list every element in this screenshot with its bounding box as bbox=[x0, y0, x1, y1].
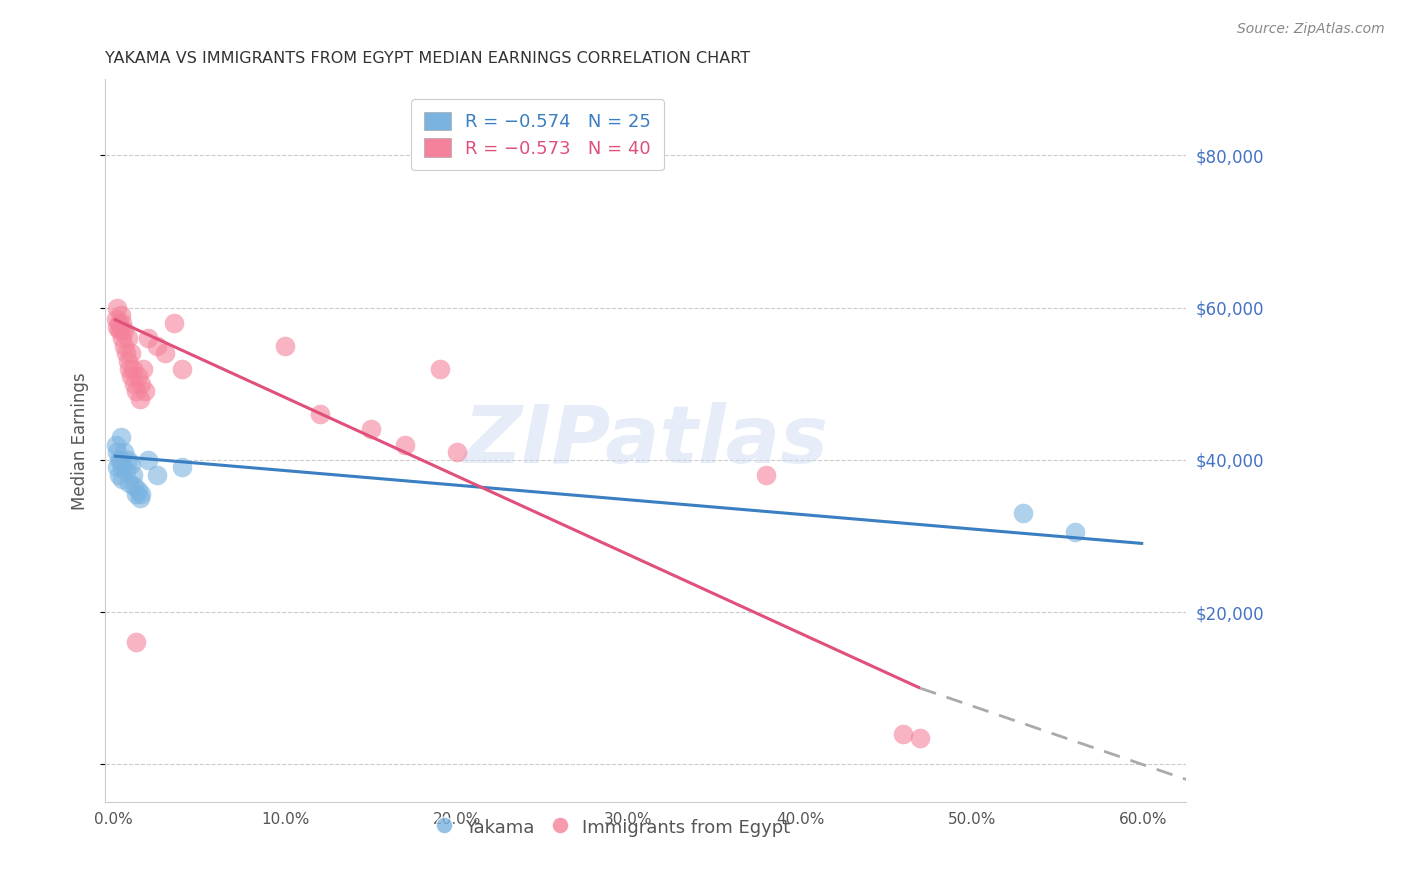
Point bbox=[117, 354, 139, 368]
Point bbox=[105, 460, 128, 475]
Point bbox=[145, 339, 167, 353]
Point bbox=[172, 361, 194, 376]
Point bbox=[111, 472, 134, 486]
Point bbox=[136, 453, 159, 467]
Point bbox=[104, 312, 127, 326]
Text: YAKAMA VS IMMIGRANTS FROM EGYPT MEDIAN EARNINGS CORRELATION CHART: YAKAMA VS IMMIGRANTS FROM EGYPT MEDIAN E… bbox=[105, 51, 751, 66]
Point bbox=[112, 445, 135, 459]
Point bbox=[127, 483, 149, 498]
Point bbox=[394, 437, 416, 451]
Point bbox=[125, 635, 148, 649]
Point bbox=[111, 460, 134, 475]
Point bbox=[908, 731, 931, 745]
Point bbox=[125, 384, 148, 399]
Point bbox=[128, 392, 150, 406]
Point bbox=[891, 727, 914, 741]
Point bbox=[110, 308, 132, 322]
Point bbox=[112, 323, 135, 337]
Point bbox=[274, 339, 297, 353]
Point bbox=[145, 468, 167, 483]
Point bbox=[108, 316, 131, 330]
Point bbox=[128, 491, 150, 505]
Point bbox=[118, 361, 141, 376]
Point bbox=[110, 430, 132, 444]
Point bbox=[105, 319, 128, 334]
Point bbox=[117, 453, 139, 467]
Point bbox=[121, 361, 143, 376]
Point bbox=[114, 464, 136, 478]
Point bbox=[105, 301, 128, 315]
Point bbox=[110, 323, 132, 337]
Point bbox=[129, 376, 152, 391]
Point bbox=[108, 453, 131, 467]
Y-axis label: Median Earnings: Median Earnings bbox=[72, 372, 89, 509]
Point bbox=[134, 384, 156, 399]
Point bbox=[110, 453, 132, 467]
Point bbox=[117, 331, 139, 345]
Text: Source: ZipAtlas.com: Source: ZipAtlas.com bbox=[1237, 22, 1385, 37]
Point bbox=[120, 369, 142, 384]
Point bbox=[108, 468, 131, 483]
Point bbox=[360, 422, 382, 436]
Point bbox=[446, 445, 468, 459]
Point bbox=[127, 369, 149, 384]
Point bbox=[755, 468, 778, 483]
Point bbox=[111, 331, 134, 345]
Point bbox=[112, 339, 135, 353]
Point bbox=[111, 316, 134, 330]
Point bbox=[163, 316, 186, 330]
Point bbox=[308, 407, 330, 421]
Point bbox=[104, 437, 127, 451]
Point bbox=[120, 457, 142, 471]
Point bbox=[155, 346, 177, 360]
Point bbox=[124, 479, 146, 493]
Point bbox=[132, 361, 155, 376]
Point bbox=[114, 346, 136, 360]
Point bbox=[1063, 525, 1085, 540]
Point bbox=[120, 346, 142, 360]
Point bbox=[429, 361, 451, 376]
Point bbox=[129, 487, 152, 501]
Point bbox=[108, 323, 131, 337]
Point bbox=[1012, 506, 1035, 520]
Point bbox=[118, 475, 141, 490]
Text: ZIPatlas: ZIPatlas bbox=[463, 401, 828, 480]
Point bbox=[172, 460, 194, 475]
Point bbox=[125, 487, 148, 501]
Point bbox=[121, 468, 143, 483]
Point bbox=[105, 445, 128, 459]
Point bbox=[136, 331, 159, 345]
Legend: Yakama, Immigrants from Egypt: Yakama, Immigrants from Egypt bbox=[429, 811, 797, 844]
Point bbox=[124, 376, 146, 391]
